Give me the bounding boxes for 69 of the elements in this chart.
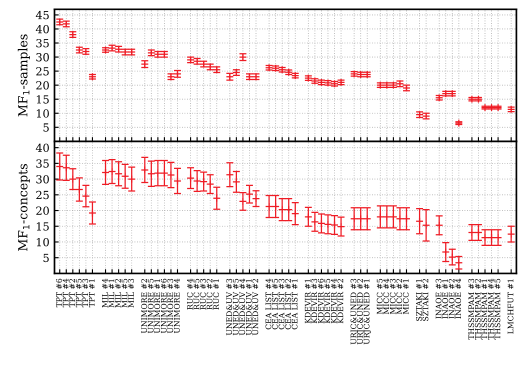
- point: [121, 172, 130, 180]
- y-tick-label: 30: [36, 175, 49, 184]
- point: [468, 228, 476, 237]
- point: [166, 170, 176, 180]
- point: [264, 202, 274, 211]
- point: [324, 220, 332, 228]
- point: [108, 167, 116, 176]
- point: [173, 176, 182, 186]
- point: [350, 214, 358, 223]
- point: [82, 192, 90, 200]
- point: [154, 169, 162, 178]
- point: [376, 212, 384, 221]
- y-tick-label: 15: [36, 222, 49, 231]
- point: [160, 169, 169, 178]
- point: [193, 176, 202, 186]
- y-tick-label: 10: [36, 109, 49, 118]
- point: [284, 205, 293, 214]
- point: [272, 202, 280, 211]
- point: [448, 252, 456, 262]
- y-tick-label: 25: [36, 67, 49, 76]
- point: [186, 174, 195, 182]
- point: [238, 197, 248, 206]
- y-tick-label: 10: [36, 238, 49, 246]
- point: [317, 219, 326, 228]
- point: [114, 170, 123, 178]
- point: [200, 178, 208, 186]
- point: [140, 166, 149, 174]
- y-tick-label: 15: [36, 95, 49, 104]
- point: [62, 164, 70, 172]
- y-axis-title: MF$_{1}$-samples: [18, 34, 30, 116]
- y-tick-label: 40: [36, 24, 49, 34]
- point: [435, 221, 444, 230]
- point: [88, 208, 97, 218]
- point: [310, 218, 319, 226]
- y-tick-label: 35: [36, 38, 49, 48]
- point: [396, 214, 404, 223]
- point: [363, 214, 372, 223]
- y-tick-label: 20: [36, 81, 49, 90]
- y-tick-label: 5: [44, 123, 49, 132]
- point: [101, 168, 110, 177]
- point: [336, 222, 346, 231]
- point: [389, 212, 398, 221]
- point: [507, 230, 516, 238]
- point: [291, 210, 300, 218]
- y-tick-label: 5: [44, 254, 49, 262]
- point: [356, 214, 365, 223]
- point: [147, 170, 156, 178]
- point: [232, 178, 240, 186]
- y-tick-label: 40: [36, 144, 49, 152]
- point: [487, 233, 496, 242]
- y-tick-label: 30: [36, 53, 49, 62]
- point: [252, 194, 260, 203]
- point: [206, 180, 214, 188]
- y-axis-title: MF$_{1}$-concepts: [18, 164, 30, 251]
- point: [402, 214, 411, 223]
- point: [382, 212, 391, 221]
- y-tick-label: 35: [36, 159, 49, 168]
- y-tick-label: 25: [36, 190, 49, 200]
- point: [56, 162, 64, 171]
- point: [454, 119, 463, 128]
- point: [278, 205, 286, 214]
- point: [422, 221, 430, 230]
- y-tick-label: 20: [36, 206, 49, 215]
- point: [128, 174, 136, 184]
- point: [330, 220, 339, 230]
- y-tick-label: 45: [36, 10, 49, 20]
- point: [415, 217, 424, 226]
- point: [212, 194, 221, 202]
- point: [494, 233, 502, 242]
